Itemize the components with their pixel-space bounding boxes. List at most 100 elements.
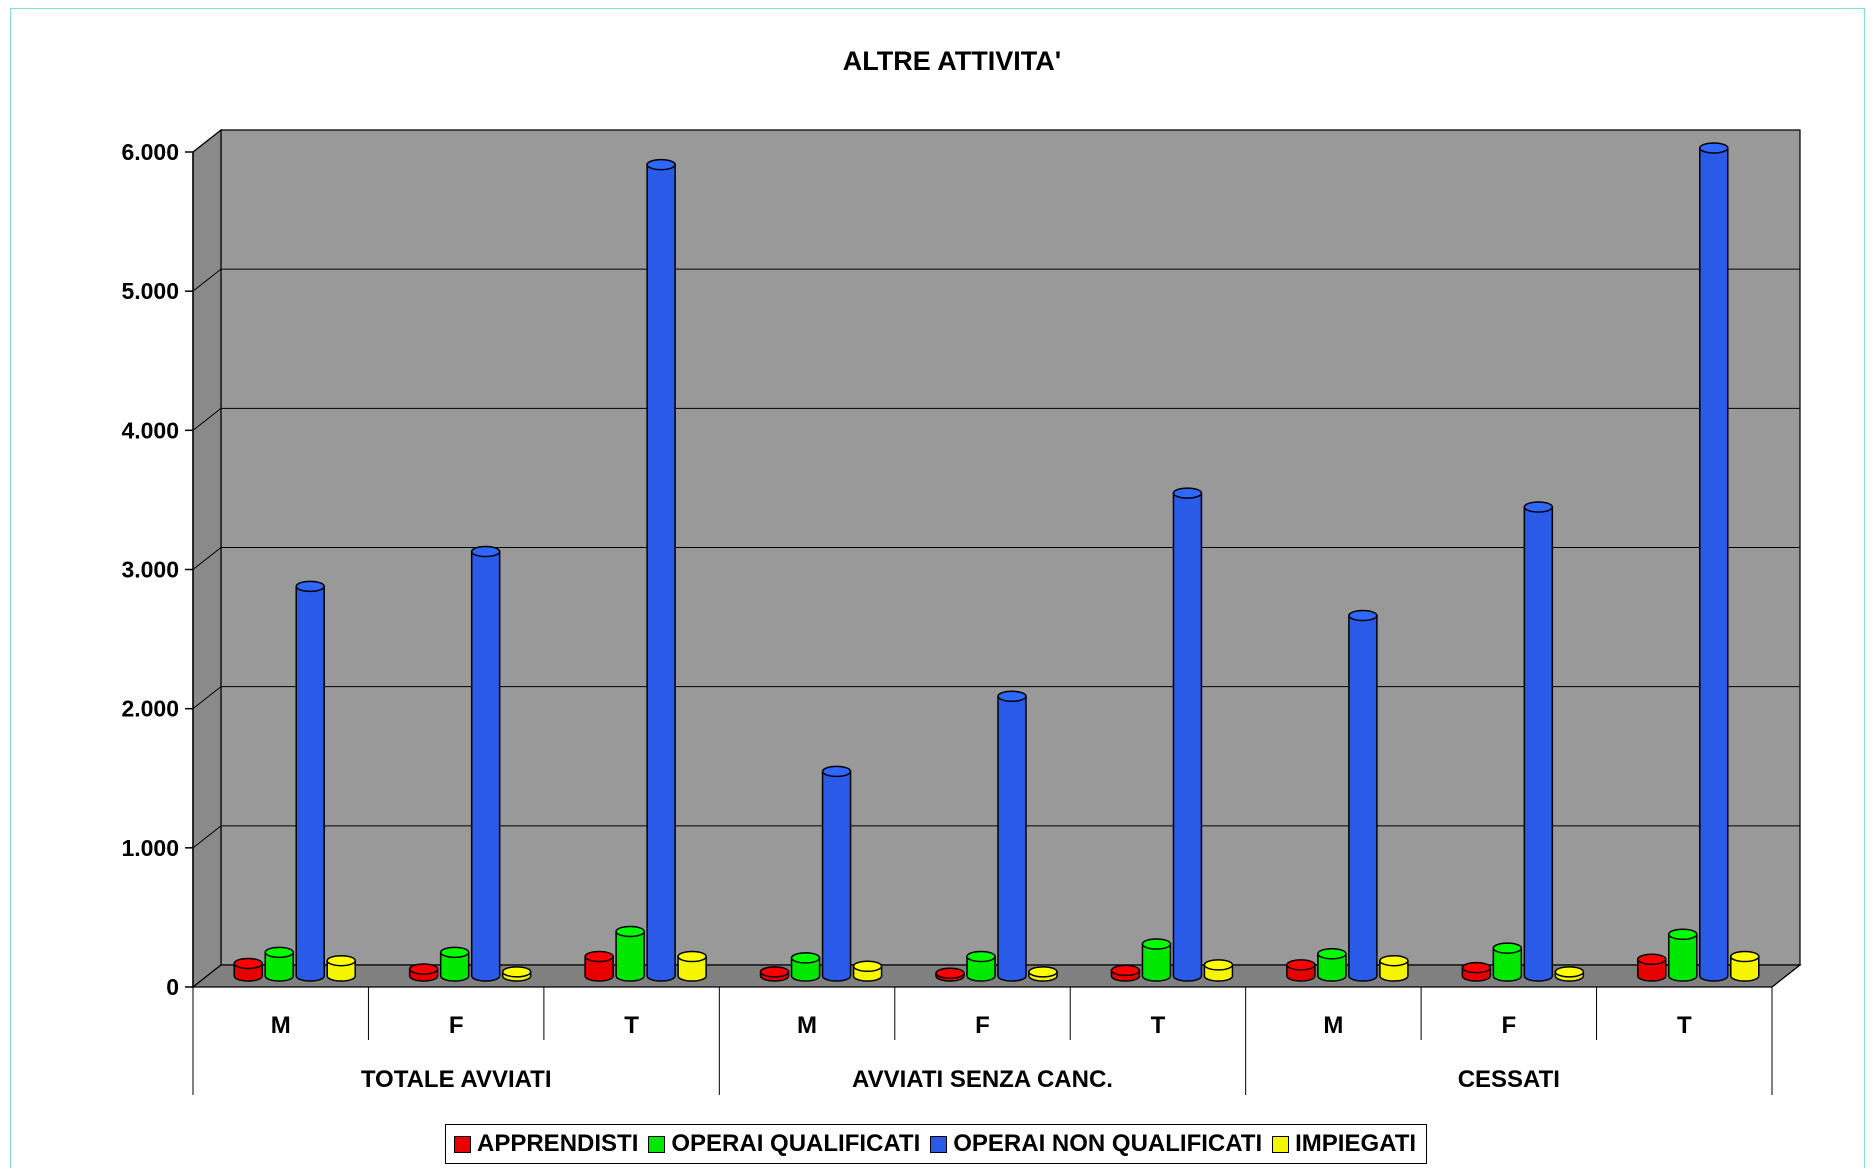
legend-swatch bbox=[454, 1135, 471, 1153]
bar-top bbox=[1348, 609, 1378, 622]
bar-operai-qualificati bbox=[1141, 938, 1172, 982]
category-label: M bbox=[797, 1012, 817, 1039]
bar-impiegati bbox=[1554, 966, 1585, 982]
legend-swatch bbox=[1272, 1135, 1290, 1153]
bar-apprendisti bbox=[1461, 961, 1492, 982]
bar-top bbox=[759, 966, 790, 978]
bar-body bbox=[1668, 933, 1698, 982]
bar-top bbox=[264, 946, 294, 959]
bar-top bbox=[1730, 950, 1760, 963]
floor-edge bbox=[1771, 964, 1801, 988]
bar-operai-non-qualificati bbox=[470, 545, 501, 982]
bar-top bbox=[1203, 959, 1234, 971]
bars bbox=[233, 142, 1760, 982]
bar-operai-qualificati bbox=[966, 950, 996, 982]
bar-top bbox=[1699, 142, 1729, 154]
gridline bbox=[192, 825, 1800, 849]
bar-top bbox=[966, 950, 996, 963]
bar-body bbox=[1523, 506, 1554, 982]
y-tick-label: 0 bbox=[166, 974, 179, 1000]
bar-body bbox=[790, 957, 821, 982]
bar-top bbox=[1379, 954, 1409, 967]
bar-body bbox=[1637, 958, 1667, 982]
bar-apprendisti bbox=[1110, 964, 1141, 982]
category-label: M bbox=[271, 1012, 291, 1039]
bar-apprendisti bbox=[408, 963, 439, 982]
bar-impiegati bbox=[1028, 966, 1058, 982]
bar-body bbox=[1172, 492, 1203, 982]
bar-impiegati bbox=[501, 966, 532, 982]
bar-body bbox=[439, 951, 470, 982]
category-label: F bbox=[449, 1012, 464, 1039]
bar-impiegati bbox=[1203, 959, 1234, 982]
category-label: F bbox=[975, 1012, 990, 1039]
chart-title: ALTRE ATTIVITA' bbox=[843, 46, 1061, 76]
bar-top bbox=[790, 952, 821, 964]
bar-top bbox=[1492, 942, 1523, 954]
bar-top bbox=[677, 950, 707, 963]
gridline bbox=[192, 686, 1800, 710]
bar-top bbox=[233, 957, 263, 970]
bar-operai-qualificati bbox=[615, 925, 645, 982]
bar-top bbox=[821, 765, 852, 778]
legend-label: IMPIEGATI bbox=[1295, 1130, 1417, 1157]
bar-top bbox=[615, 925, 645, 938]
bar-body bbox=[470, 550, 501, 982]
bar-body bbox=[1730, 955, 1760, 982]
bar-top bbox=[1028, 966, 1058, 978]
bar-top bbox=[1172, 487, 1203, 499]
bar-top bbox=[935, 967, 965, 979]
bar-top bbox=[1637, 953, 1667, 966]
bar-top bbox=[646, 158, 676, 171]
bar-top bbox=[852, 960, 883, 973]
bar-apprendisti bbox=[233, 957, 263, 982]
bar-operai-non-qualificati bbox=[1348, 609, 1378, 982]
bar-body bbox=[1141, 943, 1172, 982]
bar-body bbox=[966, 955, 996, 982]
group-label: CESSATI bbox=[1458, 1066, 1560, 1093]
bar-impiegati bbox=[852, 960, 883, 982]
bar-apprendisti bbox=[1286, 959, 1316, 982]
chart-frame bbox=[10, 8, 1865, 1168]
bar-operai-qualificati bbox=[1492, 942, 1523, 982]
bar-operai-non-qualificati bbox=[821, 765, 852, 982]
y-tick-label: 1.000 bbox=[121, 835, 179, 861]
bar-top bbox=[1110, 964, 1141, 977]
bar-impiegati bbox=[1379, 954, 1409, 982]
y-axis: 0 1.000 2.000 3.000 4.000 5.000 6.000 bbox=[121, 139, 194, 1000]
category-label: T bbox=[1151, 1012, 1166, 1039]
bar-operai-non-qualificati bbox=[997, 690, 1027, 982]
bar-operai-qualificati bbox=[264, 946, 294, 982]
bar-operai-non-qualificati bbox=[1699, 142, 1729, 982]
bar-top bbox=[470, 545, 501, 558]
gridline bbox=[192, 129, 1800, 153]
legend-swatch bbox=[930, 1135, 948, 1153]
y-tick-label: 4.000 bbox=[121, 417, 179, 443]
legend-label: APPRENDISTI bbox=[477, 1130, 639, 1157]
y-tick-label: 3.000 bbox=[121, 557, 179, 583]
bar-top bbox=[1523, 501, 1554, 513]
category-label: T bbox=[1677, 1012, 1692, 1039]
bar-body bbox=[646, 163, 676, 982]
legend-label: OPERAI QUALIFICATI bbox=[671, 1130, 921, 1157]
bar-operai-non-qualificati bbox=[1523, 501, 1554, 982]
bar-top bbox=[584, 950, 614, 963]
y-tick-label: 2.000 bbox=[121, 696, 179, 722]
bar-top bbox=[997, 690, 1027, 703]
bar-apprendisti bbox=[584, 950, 614, 982]
bar-body bbox=[615, 930, 645, 982]
bar-body bbox=[677, 955, 707, 982]
bar-body bbox=[1492, 947, 1523, 982]
bar-apprendisti bbox=[1637, 953, 1667, 982]
bar-top bbox=[439, 946, 470, 959]
bar-impiegati bbox=[326, 954, 356, 982]
group-label: AVVIATI SENZA CANC. bbox=[852, 1066, 1113, 1093]
group-label: TOTALE AVVIATI bbox=[361, 1066, 552, 1093]
bar-operai-qualificati bbox=[1668, 928, 1698, 982]
bar-operai-non-qualificati bbox=[646, 158, 676, 982]
category-label: M bbox=[1323, 1012, 1343, 1039]
gridlines bbox=[192, 129, 1800, 849]
plot-background bbox=[191, 128, 1802, 989]
bar-top bbox=[1317, 947, 1347, 960]
